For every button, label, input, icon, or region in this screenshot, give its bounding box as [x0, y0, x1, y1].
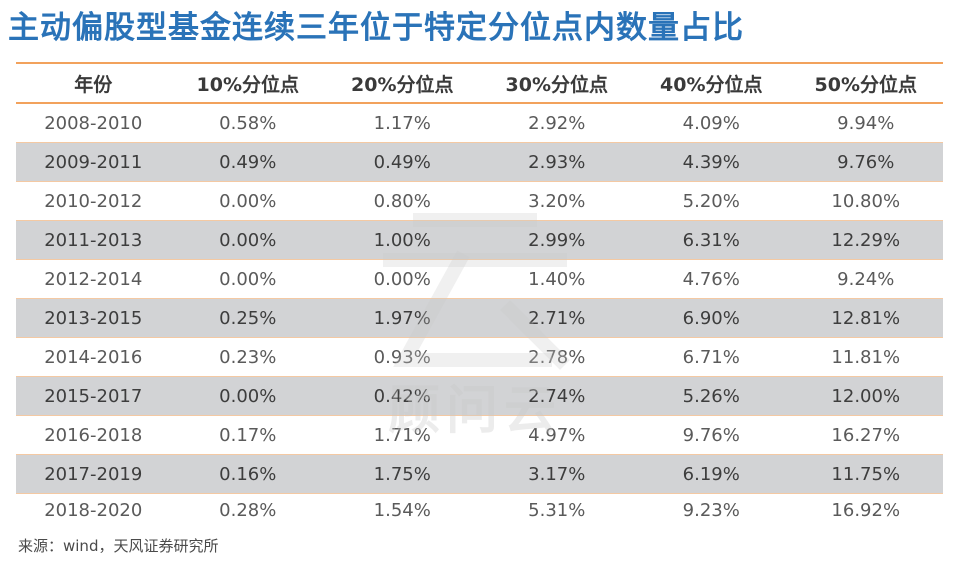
header-p40: 40%分位点 [634, 64, 789, 104]
cell-p20: 1.75% [325, 454, 480, 494]
cell-year: 2013-2015 [16, 298, 171, 338]
cell-p40: 4.09% [634, 103, 789, 143]
cell-p30: 2.71% [479, 298, 634, 338]
cell-p40: 4.76% [634, 259, 789, 299]
cell-p50: 16.92% [831, 499, 901, 521]
cell-p10: 0.00% [170, 259, 325, 299]
cell-p30: 2.92% [479, 103, 634, 143]
cell-year: 2015-2017 [16, 376, 171, 416]
table-row: 2018-2020 0.28% 1.54% 5.31% 9.23% 16.92% [16, 494, 943, 527]
cell-p10: 0.23% [170, 337, 325, 377]
cell-p50: 10.80% [788, 181, 943, 221]
cell-p50: 12.00% [788, 376, 943, 416]
cell-p10: 0.16% [170, 454, 325, 494]
cell-p40: 5.26% [634, 376, 789, 416]
table-row: 2013-2015 0.25% 1.97% 2.71% 6.90% 12.81% [16, 298, 943, 338]
header-p50: 50%分位点 [788, 64, 943, 104]
cell-p40: 9.23% [682, 499, 740, 521]
cell-p40: 6.90% [634, 298, 789, 338]
cell-p20: 0.49% [325, 142, 480, 182]
cell-p40: 9.76% [634, 415, 789, 455]
cell-year: 2018-2020 [44, 499, 143, 521]
table-row: 2014-2016 0.23% 0.93% 2.78% 6.71% 11.81% [16, 337, 943, 377]
cell-year: 2014-2016 [16, 337, 171, 377]
cell-p50: 11.75% [788, 454, 943, 494]
cell-year: 2008-2010 [16, 103, 171, 143]
cell-p40: 6.71% [634, 337, 789, 377]
cell-p10: 0.00% [170, 181, 325, 221]
cell-p20: 0.80% [325, 181, 480, 221]
cell-p50: 9.76% [788, 142, 943, 182]
table-row: 2010-2012 0.00% 0.80% 3.20% 5.20% 10.80% [16, 181, 943, 221]
cell-year: 2017-2019 [16, 454, 171, 494]
cell-p20: 0.00% [325, 259, 480, 299]
cell-year: 2011-2013 [16, 220, 171, 260]
cell-p40: 6.31% [634, 220, 789, 260]
cell-p20: 0.93% [325, 337, 480, 377]
cell-p40: 4.39% [634, 142, 789, 182]
cell-p10: 0.58% [170, 103, 325, 143]
cell-year: 2016-2018 [16, 415, 171, 455]
table-row: 2008-2010 0.58% 1.17% 2.92% 4.09% 9.94% [16, 103, 943, 143]
source-note: 来源：wind，天风证券研究所 [18, 537, 219, 555]
cell-year: 2009-2011 [16, 142, 171, 182]
data-table: 年份 10%分位点 20%分位点 30%分位点 40%分位点 50%分位点 20… [16, 64, 943, 526]
cell-p10: 0.00% [170, 376, 325, 416]
cell-p40: 5.20% [634, 181, 789, 221]
table-row: 2016-2018 0.17% 1.71% 4.97% 9.76% 16.27% [16, 415, 943, 455]
table-row: 2017-2019 0.16% 1.75% 3.17% 6.19% 11.75% [16, 454, 943, 494]
cell-p10: 0.28% [219, 499, 277, 521]
header-year: 年份 [16, 64, 171, 104]
table-top-rule [16, 62, 943, 64]
cell-p50: 12.81% [788, 298, 943, 338]
cell-p10: 0.00% [170, 220, 325, 260]
table-row: 2012-2014 0.00% 0.00% 1.40% 4.76% 9.24% [16, 259, 943, 299]
cell-p50: 11.81% [788, 337, 943, 377]
header-p30: 30%分位点 [479, 64, 634, 104]
cell-p10: 0.25% [170, 298, 325, 338]
cell-p30: 2.99% [479, 220, 634, 260]
table-row: 2015-2017 0.00% 0.42% 2.74% 5.26% 12.00% [16, 376, 943, 416]
page-title: 主动偏股型基金连续三年位于特定分位点内数量占比 [8, 10, 744, 46]
cell-p20: 1.71% [325, 415, 480, 455]
cell-year: 2010-2012 [16, 181, 171, 221]
cell-p30: 4.97% [479, 415, 634, 455]
table-row: 2009-2011 0.49% 0.49% 2.93% 4.39% 9.76% [16, 142, 943, 182]
header-p10: 10%分位点 [170, 64, 325, 104]
cell-p30: 2.93% [479, 142, 634, 182]
cell-p30: 2.74% [479, 376, 634, 416]
header-p20: 20%分位点 [325, 64, 480, 104]
cell-p10: 0.17% [170, 415, 325, 455]
table-row: 2011-2013 0.00% 1.00% 2.99% 6.31% 12.29% [16, 220, 943, 260]
cell-p30: 2.78% [479, 337, 634, 377]
cell-p30: 1.40% [479, 259, 634, 299]
cell-p20: 1.54% [373, 499, 431, 521]
cell-p20: 0.42% [325, 376, 480, 416]
cell-p20: 1.17% [325, 103, 480, 143]
cell-p30: 3.17% [479, 454, 634, 494]
cell-p50: 16.27% [788, 415, 943, 455]
cell-p10: 0.49% [170, 142, 325, 182]
cell-p50: 9.94% [788, 103, 943, 143]
table-header-row: 年份 10%分位点 20%分位点 30%分位点 40%分位点 50%分位点 [16, 64, 943, 104]
data-table-container: 年份 10%分位点 20%分位点 30%分位点 40%分位点 50%分位点 20… [16, 62, 943, 526]
cell-p50: 12.29% [788, 220, 943, 260]
cell-year: 2012-2014 [16, 259, 171, 299]
cell-p50: 9.24% [788, 259, 943, 299]
cell-p30: 5.31% [528, 499, 586, 521]
cell-p30: 3.20% [479, 181, 634, 221]
cell-p20: 1.00% [325, 220, 480, 260]
cell-p40: 6.19% [634, 454, 789, 494]
cell-p20: 1.97% [325, 298, 480, 338]
